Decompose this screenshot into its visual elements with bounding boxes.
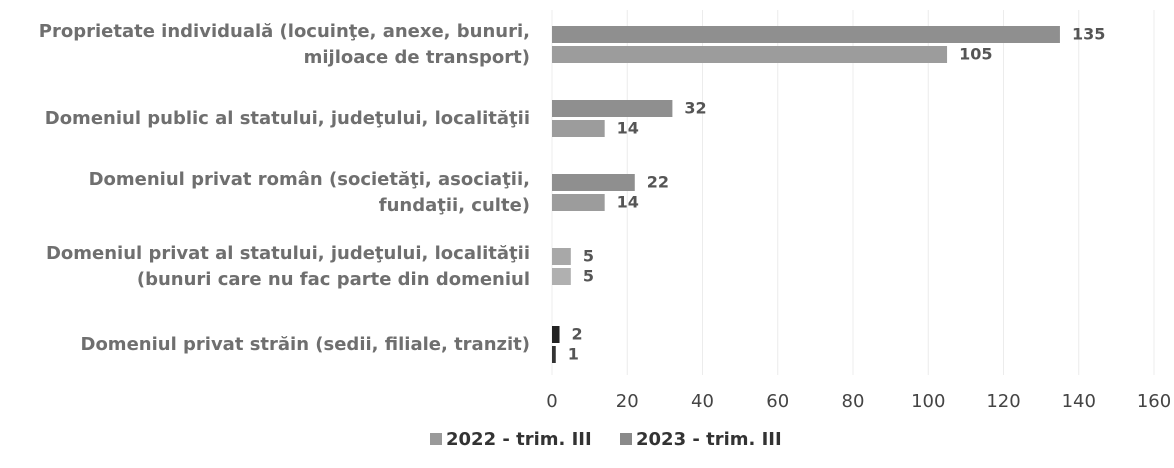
bar xyxy=(552,268,571,285)
bar xyxy=(552,46,948,63)
category-label: Domeniul privat al statului, judeţului, … xyxy=(46,243,530,264)
legend-swatch xyxy=(430,433,442,445)
bar xyxy=(552,26,1060,43)
category-label: Domeniul privat străin (sedii, filiale, … xyxy=(81,334,531,355)
x-tick-label: 0 xyxy=(546,391,557,412)
x-tick-label: 100 xyxy=(911,391,945,412)
data-label: 32 xyxy=(684,99,706,118)
data-label: 5 xyxy=(583,247,594,266)
legend-swatch xyxy=(620,433,632,445)
data-label: 22 xyxy=(647,173,669,192)
bar xyxy=(552,120,605,137)
data-label: 14 xyxy=(617,119,639,138)
category-label: (bunuri care nu fac parte din domeniul xyxy=(137,269,530,290)
legend-label: 2022 - trim. III xyxy=(446,429,592,450)
bar xyxy=(552,248,571,265)
x-tick-label: 80 xyxy=(842,391,865,412)
data-label: 1 xyxy=(568,345,579,364)
x-tick-label: 60 xyxy=(766,391,789,412)
category-label: Domeniul public al statului, judeţului, … xyxy=(45,108,530,129)
x-tick-label: 140 xyxy=(1062,391,1096,412)
bar xyxy=(552,194,605,211)
category-label: Domeniul privat român (societăţi, asocia… xyxy=(89,169,530,190)
x-tick-label: 40 xyxy=(691,391,714,412)
x-tick-label: 20 xyxy=(616,391,639,412)
bar xyxy=(552,346,556,363)
category-label: Proprietate individuală (locuinţe, anexe… xyxy=(39,21,530,42)
category-label: mijloace de transport) xyxy=(304,47,530,68)
x-tick-label: 160 xyxy=(1137,391,1171,412)
legend-label: 2023 - trim. III xyxy=(636,429,782,450)
data-label: 14 xyxy=(617,193,639,212)
x-tick-label: 120 xyxy=(986,391,1020,412)
data-label: 5 xyxy=(583,267,594,286)
bar xyxy=(552,174,635,191)
category-label: fundaţii, culte) xyxy=(379,195,530,216)
data-label: 105 xyxy=(959,45,992,64)
data-label: 2 xyxy=(572,325,583,344)
bar xyxy=(552,326,560,343)
data-label: 135 xyxy=(1072,25,1105,44)
bar xyxy=(552,100,673,117)
